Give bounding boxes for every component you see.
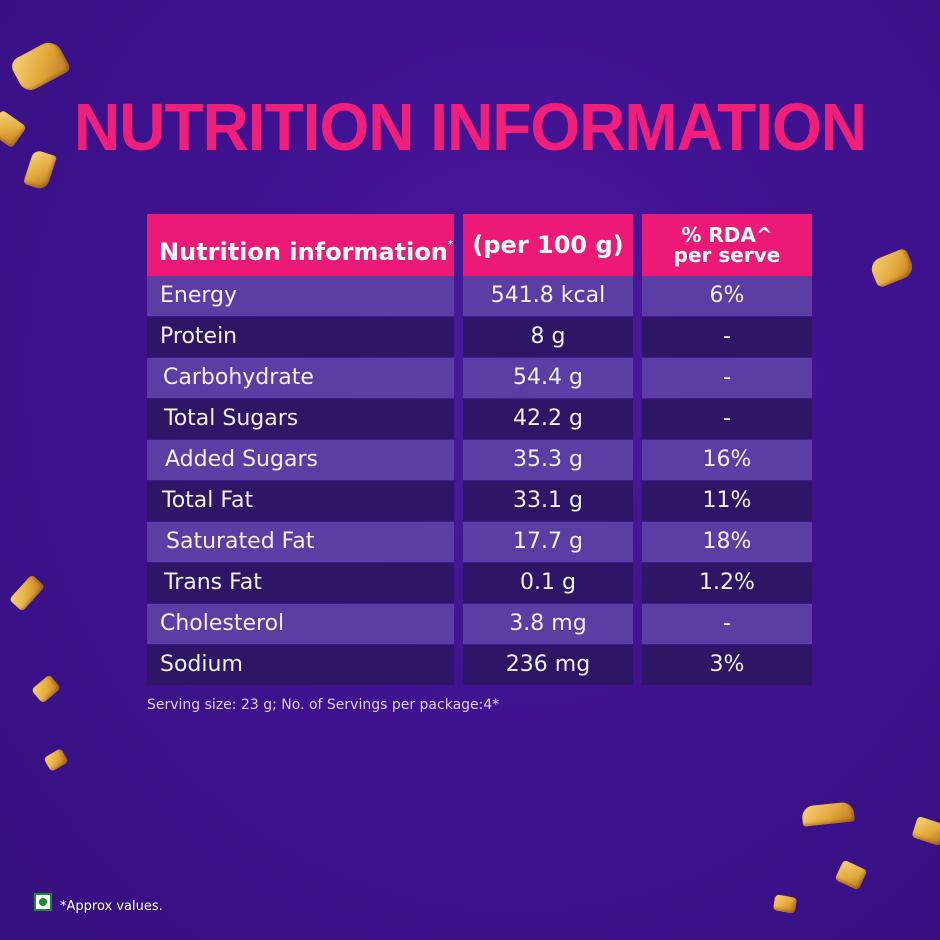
nutrient-per-100g: 42.2 g bbox=[463, 399, 633, 439]
nutrient-name: Trans Fat bbox=[147, 563, 454, 603]
nutrient-per-100g: 3.8 mg bbox=[463, 604, 633, 644]
serving-note: Serving size: 23 g; No. of Servings per … bbox=[147, 697, 500, 713]
approx-values-note: *Approx values. bbox=[60, 899, 163, 914]
nutrient-per-100g: 541.8 kcal bbox=[463, 276, 633, 316]
nutrient-rda: 3% bbox=[642, 645, 812, 685]
header-rda: % RDA^ per serve bbox=[642, 214, 812, 276]
nutrient-rda: 1.2% bbox=[642, 563, 812, 603]
nut-piece-decoration bbox=[911, 815, 940, 847]
nutrient-per-100g: 54.4 g bbox=[463, 358, 633, 398]
nutrient-rda: - bbox=[642, 399, 812, 439]
nutrient-name: Sodium bbox=[147, 645, 454, 685]
nut-piece-decoration bbox=[868, 247, 916, 289]
nutrient-name: Protein bbox=[147, 317, 454, 357]
nut-piece-decoration bbox=[8, 37, 72, 95]
nutrient-per-100g: 33.1 g bbox=[463, 481, 633, 521]
header-rda-line1: % RDA^ bbox=[681, 223, 773, 247]
nutrient-rda: - bbox=[642, 317, 812, 357]
nutrient-per-100g: 17.7 g bbox=[463, 522, 633, 562]
nutrient-name: Total Sugars bbox=[147, 399, 454, 439]
nutrient-rda: 11% bbox=[642, 481, 812, 521]
nut-piece-decoration bbox=[43, 748, 69, 772]
nut-piece-decoration bbox=[8, 574, 46, 612]
nut-piece-decoration bbox=[772, 894, 798, 914]
nutrient-rda: - bbox=[642, 358, 812, 398]
nut-piece-decoration bbox=[834, 859, 868, 891]
nut-piece-decoration bbox=[801, 801, 855, 827]
nutrient-name: Total Fat bbox=[147, 481, 454, 521]
nutrient-name: Cholesterol bbox=[147, 604, 454, 644]
nutrient-rda: 6% bbox=[642, 276, 812, 316]
header-nutrient: Nutrition information* bbox=[147, 214, 454, 276]
nutrient-per-100g: 35.3 g bbox=[463, 440, 633, 480]
header-rda-line2: per serve bbox=[673, 243, 781, 267]
veg-mark-icon bbox=[34, 893, 52, 911]
nutrient-rda: 16% bbox=[642, 440, 812, 480]
nutrient-per-100g: 8 g bbox=[463, 317, 633, 357]
nutrient-per-100g: 236 mg bbox=[463, 645, 633, 685]
nutrient-name: Carbohydrate bbox=[147, 358, 454, 398]
nutrient-name: Added Sugars bbox=[147, 440, 454, 480]
nutrient-name: Energy bbox=[147, 276, 454, 316]
header-nutrient-label: Nutrition information bbox=[159, 238, 448, 266]
nutrient-rda: 18% bbox=[642, 522, 812, 562]
nutrient-rda: - bbox=[642, 604, 812, 644]
nut-piece-decoration bbox=[31, 674, 61, 704]
page-title: NUTRITION INFORMATION bbox=[74, 89, 867, 165]
header-per-100g: (per 100 g) bbox=[463, 214, 633, 276]
nutrient-name: Saturated Fat bbox=[147, 522, 454, 562]
nutrient-per-100g: 0.1 g bbox=[463, 563, 633, 603]
header-nutrient-mark: * bbox=[447, 238, 454, 251]
